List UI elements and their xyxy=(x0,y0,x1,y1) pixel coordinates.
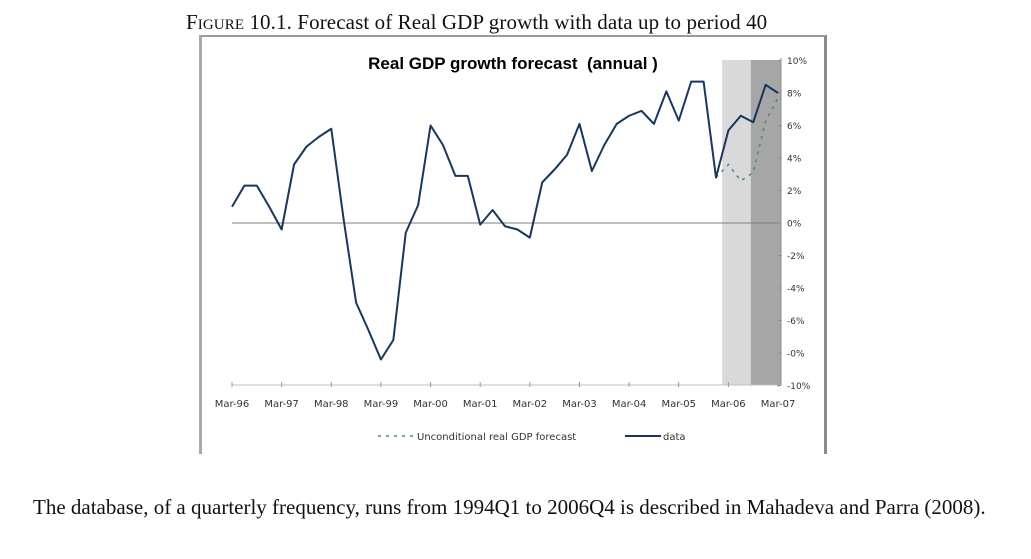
x-tick-label: Mar-99 xyxy=(364,399,399,410)
data-point xyxy=(777,92,779,94)
data-point xyxy=(554,168,556,170)
x-tick-label: Mar-06 xyxy=(711,399,746,410)
y-tick-label: -0% xyxy=(787,350,805,360)
data-point xyxy=(529,237,531,239)
data-point xyxy=(442,144,444,146)
x-tick-label: Mar-07 xyxy=(761,399,796,410)
data-point xyxy=(727,129,729,131)
data-point xyxy=(715,177,717,179)
x-tick-label: Mar-98 xyxy=(314,399,349,410)
figure-caption: Figure 10.1. Forecast of Real GDP growth… xyxy=(186,10,767,35)
x-tick-label: Mar-01 xyxy=(463,399,498,410)
data-point xyxy=(243,185,245,187)
data-point xyxy=(653,123,655,125)
legend-data-label: data xyxy=(663,432,686,443)
x-tick-label: Mar-04 xyxy=(612,399,647,410)
figure-caption-text: Forecast of Real GDP growth with data up… xyxy=(297,10,768,34)
y-tick-label: 8% xyxy=(787,90,802,100)
data-series-line xyxy=(231,80,779,361)
data-point xyxy=(343,219,345,221)
y-tick-label: -10% xyxy=(787,382,811,392)
data-point xyxy=(678,120,680,122)
forecast-point xyxy=(727,164,729,166)
data-point xyxy=(392,339,394,341)
x-tick-label: Mar-03 xyxy=(562,399,597,410)
data-point xyxy=(417,204,419,206)
y-tick-label: -4% xyxy=(787,285,805,295)
forecast-point xyxy=(740,180,742,182)
data-point xyxy=(231,206,233,208)
y-tick-label: -2% xyxy=(787,252,805,262)
data-point xyxy=(330,128,332,130)
data-point xyxy=(380,359,382,361)
data-point xyxy=(641,110,643,112)
data-point xyxy=(591,170,593,172)
x-tick-label: Mar-02 xyxy=(513,399,548,410)
data-point xyxy=(616,123,618,125)
y-tick-label: -6% xyxy=(787,317,805,327)
data-point xyxy=(405,232,407,234)
data-point xyxy=(368,329,370,331)
y-tick-label: 6% xyxy=(787,122,802,132)
data-point xyxy=(318,136,320,138)
data-point xyxy=(703,81,705,83)
data-point xyxy=(504,225,506,227)
x-tick-label: Mar-05 xyxy=(661,399,696,410)
data-point xyxy=(467,175,469,177)
data-point xyxy=(628,115,630,117)
data-point xyxy=(541,181,543,183)
data-point xyxy=(492,209,494,211)
y-tick-label: 2% xyxy=(787,187,802,197)
data-point xyxy=(256,185,258,187)
forecast-point xyxy=(752,172,754,174)
x-tick-label: Mar-97 xyxy=(264,399,299,410)
data-point xyxy=(430,125,432,127)
x-tick-label: Mar-00 xyxy=(413,399,448,410)
data-point xyxy=(765,84,767,86)
y-tick-label: 4% xyxy=(787,155,802,165)
data-point xyxy=(305,146,307,148)
data-point xyxy=(690,81,692,83)
figure-label: Figure 10.1. xyxy=(186,10,292,34)
data-point xyxy=(665,90,667,92)
data-point xyxy=(479,224,481,226)
data-point xyxy=(603,144,605,146)
forecast-point xyxy=(777,97,779,99)
data-point xyxy=(355,302,357,304)
data-point xyxy=(578,123,580,125)
y-tick-label: 0% xyxy=(787,220,802,230)
x-tick-label: Mar-96 xyxy=(215,399,250,410)
data-point xyxy=(566,154,568,156)
data-point xyxy=(268,206,270,208)
data-point xyxy=(293,164,295,166)
data-point xyxy=(454,175,456,177)
legend-forecast-label: Unconditional real GDP forecast xyxy=(417,432,576,443)
data-point xyxy=(752,121,754,123)
data-point xyxy=(740,115,742,117)
y-tick-label: 10% xyxy=(787,57,807,67)
data-point xyxy=(281,229,283,231)
body-paragraph: The database, of a quarterly frequency, … xyxy=(33,495,986,519)
forecast-point xyxy=(765,120,767,122)
data-point xyxy=(516,229,518,231)
chart-title: Real GDP growth forecast (annual ) xyxy=(368,54,658,73)
